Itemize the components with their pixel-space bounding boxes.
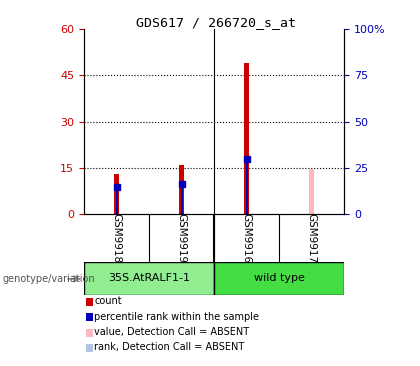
Bar bbox=[309, 169, 315, 214]
FancyBboxPatch shape bbox=[84, 262, 214, 295]
Text: GSM9918: GSM9918 bbox=[112, 213, 121, 263]
Bar bbox=[181, 184, 183, 214]
Bar bbox=[116, 187, 118, 214]
Text: GDS617 / 266720_s_at: GDS617 / 266720_s_at bbox=[136, 16, 296, 30]
Text: rank, Detection Call = ABSENT: rank, Detection Call = ABSENT bbox=[94, 342, 245, 352]
FancyBboxPatch shape bbox=[214, 262, 344, 295]
Bar bbox=[244, 63, 249, 214]
Text: GSM9919: GSM9919 bbox=[177, 213, 186, 263]
Bar bbox=[114, 174, 119, 214]
Bar bbox=[179, 165, 184, 214]
Text: genotype/variation: genotype/variation bbox=[2, 274, 95, 284]
Text: GSM9916: GSM9916 bbox=[242, 213, 252, 263]
Text: wild type: wild type bbox=[254, 273, 305, 283]
Text: count: count bbox=[94, 296, 122, 306]
Text: GSM9917: GSM9917 bbox=[307, 213, 317, 263]
Bar bbox=[311, 213, 313, 214]
Text: value, Detection Call = ABSENT: value, Detection Call = ABSENT bbox=[94, 327, 249, 337]
Text: 35S.AtRALF1-1: 35S.AtRALF1-1 bbox=[108, 273, 190, 283]
Bar bbox=[246, 159, 248, 214]
Text: percentile rank within the sample: percentile rank within the sample bbox=[94, 311, 260, 322]
